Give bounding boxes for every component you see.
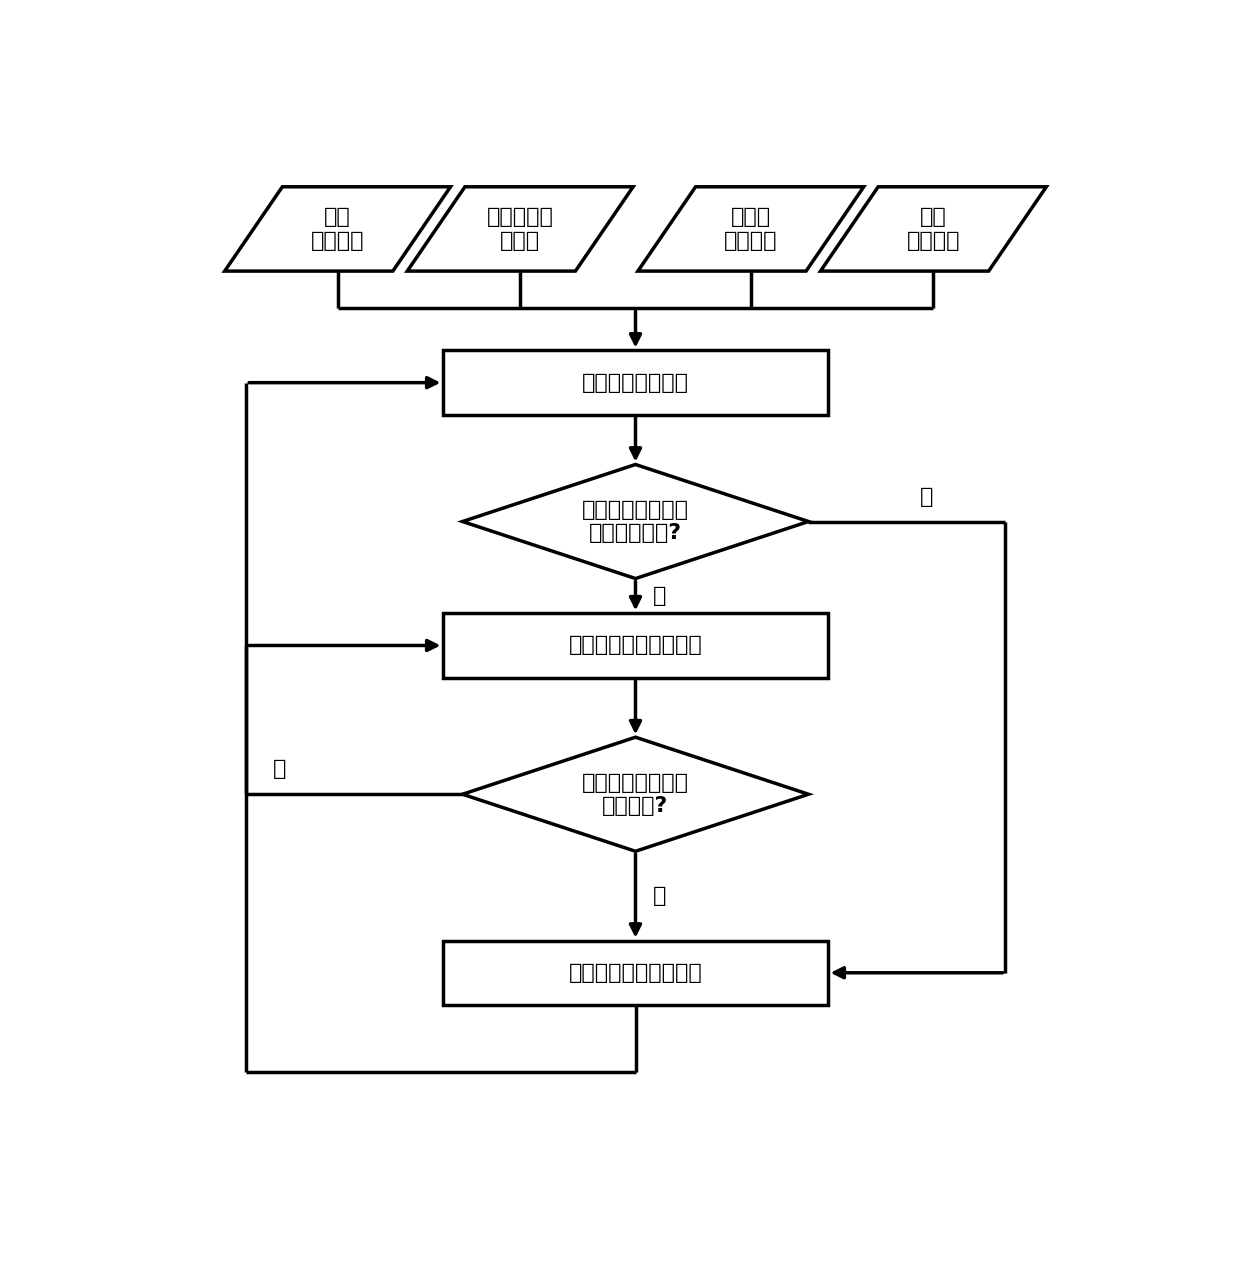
Text: 路面湿度状态是否
满足要求?: 路面湿度状态是否 满足要求? [582, 773, 689, 815]
Text: 透水路面实
时湿度: 透水路面实 时湿度 [487, 207, 553, 251]
Text: 否: 否 [273, 760, 286, 779]
Text: 否: 否 [920, 487, 932, 506]
Polygon shape [463, 737, 808, 851]
Polygon shape [463, 465, 808, 578]
Bar [444, 613, 828, 677]
Bar [444, 350, 828, 415]
Text: 气象站
实时数据: 气象站 实时数据 [724, 207, 777, 251]
Text: 未来或实时降雨是
超过路面负荷?: 未来或实时降雨是 超过路面负荷? [582, 500, 689, 544]
Text: 路面管网排水设施关闭: 路面管网排水设施关闭 [569, 962, 702, 983]
Polygon shape [407, 187, 634, 270]
Polygon shape [821, 187, 1047, 270]
Polygon shape [224, 187, 450, 270]
Text: 天气
预报信息: 天气 预报信息 [311, 207, 365, 251]
Text: 是: 是 [652, 886, 666, 905]
Bar [444, 940, 828, 1005]
Text: 城市雨洪管理系统: 城市雨洪管理系统 [582, 372, 689, 393]
Polygon shape [637, 187, 864, 270]
Text: 路面管网排水设施开启: 路面管网排水设施开启 [569, 635, 702, 656]
Text: 城市
管网信息: 城市 管网信息 [906, 207, 960, 251]
Text: 是: 是 [652, 586, 666, 605]
